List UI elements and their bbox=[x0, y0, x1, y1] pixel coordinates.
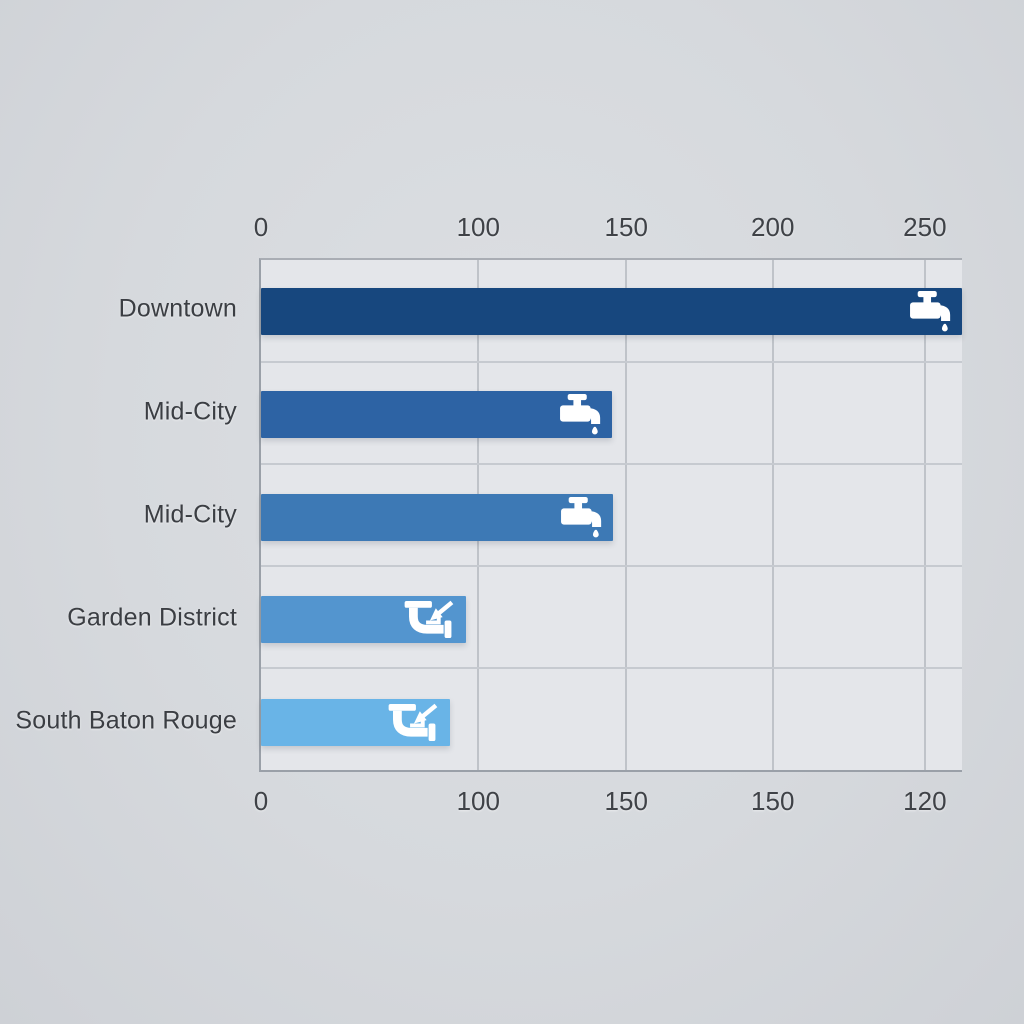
bar-mid-city bbox=[261, 390, 613, 438]
bottom-axis-tick: 150 bbox=[604, 786, 648, 816]
pipe-leak-arrow-icon bbox=[400, 600, 458, 639]
bottom-axis-tick: 100 bbox=[456, 786, 500, 816]
bar-downtown bbox=[261, 287, 962, 335]
vertical-gridline bbox=[771, 260, 774, 770]
category-label: Downtown bbox=[118, 294, 237, 323]
top-axis-tick: 0 bbox=[253, 212, 269, 242]
plot-area: 0 100 150 200 250 0 100 150 150 120 bbox=[254, 212, 962, 816]
category-label: Mid-City bbox=[143, 397, 237, 426]
faucet-drip-icon bbox=[910, 290, 954, 332]
category-label: South Baton Rouge bbox=[15, 706, 237, 735]
faucet-drip-icon bbox=[560, 393, 604, 435]
top-axis-tick: 100 bbox=[456, 212, 500, 242]
top-axis-tick: 200 bbox=[751, 212, 795, 242]
faucet-drip-icon bbox=[560, 496, 605, 538]
horizontal-gridline bbox=[261, 361, 962, 363]
horizontal-gridline bbox=[261, 667, 962, 669]
bar-garden-district bbox=[261, 596, 467, 644]
top-axis-tick: 250 bbox=[903, 212, 947, 242]
category-label: Mid-City bbox=[143, 500, 237, 529]
vertical-gridline bbox=[625, 260, 628, 770]
category-label: Garden District bbox=[67, 603, 237, 632]
horizontal-gridline bbox=[261, 565, 962, 567]
horizontal-gridline bbox=[261, 463, 962, 465]
bottom-axis-tick: 120 bbox=[903, 786, 947, 816]
bar-mid-city bbox=[261, 493, 613, 541]
category-axis: Downtown Mid-City Mid-City Garden District S… bbox=[0, 258, 237, 772]
bottom-axis-tick: 0 bbox=[253, 786, 269, 816]
top-axis-tick: 150 bbox=[604, 212, 648, 242]
vertical-gridline bbox=[923, 260, 926, 770]
pipe-leak-arrow-icon bbox=[384, 703, 442, 742]
bottom-axis-tick: 150 bbox=[751, 786, 795, 816]
bar-south-baton-rouge bbox=[261, 699, 450, 747]
